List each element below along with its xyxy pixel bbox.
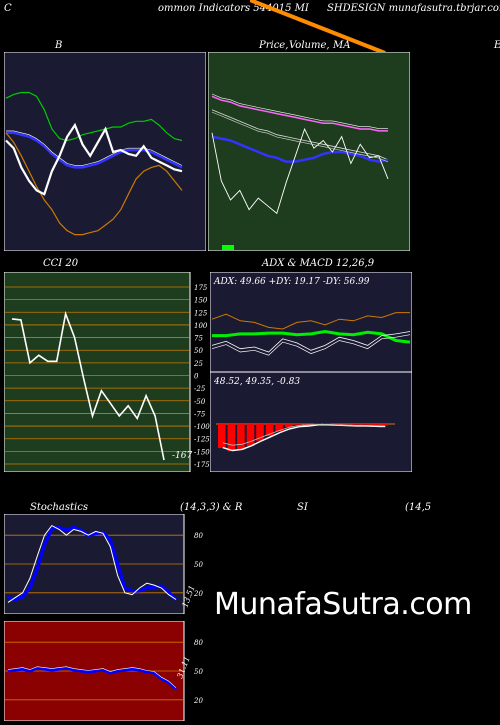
rsi-tick-label: 50: [194, 668, 203, 676]
cci-tick-label: 150: [194, 297, 208, 305]
ma-blue-line: [211, 135, 389, 163]
cci-title: CCI 20: [43, 258, 79, 269]
macd-hist-bar: [342, 424, 350, 425]
rsi-line-edge: [7, 666, 177, 689]
macd-hist-bar: [351, 424, 360, 425]
cci-tick-label: -175: [194, 461, 210, 469]
cci-tick-label: -125: [194, 436, 210, 444]
price-ma-overflow-line: [250, 0, 386, 55]
price-plot-area: [208, 52, 410, 251]
cci-tick-label: 125: [194, 309, 208, 317]
cci-tick-label: -150: [194, 448, 210, 456]
adx-plot-area: [210, 272, 412, 372]
macd-hist-bar: [380, 424, 388, 426]
rsi-tick-label: 80: [194, 639, 203, 647]
macd-hist-bar: [294, 424, 302, 425]
price-title-b: Volume,: [289, 40, 330, 51]
signal-line: [222, 424, 386, 446]
macd-hist-bar: [323, 423, 331, 425]
minus-dy-line: [211, 312, 410, 330]
watermark: MunafaSutra.com: [214, 587, 472, 622]
cci-panel: 175 150 125 100 75 50 25 0 -25 -50 -75 -100 -125 -150…: [4, 272, 210, 472]
adx-readout: ADX: 49.66 +DY: 19.17 -DY: 56.99: [213, 277, 370, 287]
middle-band-edge: [6, 130, 183, 166]
lower-band-line: [5, 132, 183, 236]
rsi-tick-label: 20: [193, 697, 203, 705]
stoch-title-d: (14,5: [405, 502, 432, 513]
macd-readout: 48.52, 49.35, -0.83: [213, 377, 300, 387]
cci-tick-label: 100: [194, 322, 208, 330]
cci-last-label: -167: [172, 451, 192, 461]
price-panel: [208, 52, 410, 251]
ma-pink-edge: [211, 93, 388, 129]
ma-grey-line-2: [211, 111, 389, 163]
bollinger-plot-area: [4, 52, 206, 251]
price-edge-letter: E: [494, 40, 500, 51]
price-title-c: MA: [333, 40, 351, 51]
macd-hist-bar: [246, 424, 255, 446]
macd-hist-bar: [361, 424, 369, 425]
middle-band-line: [6, 131, 183, 169]
price-title-a: Price,: [259, 40, 289, 51]
cci-tick-label: 175: [194, 284, 208, 292]
bollinger-title: B: [55, 40, 63, 51]
macd-plot-area: [210, 372, 412, 472]
macd-hist-bar: [370, 424, 379, 426]
cci-tick-label: 50: [194, 347, 203, 355]
adx-line: [212, 329, 411, 344]
macd-hist-bar: [304, 424, 312, 425]
cci-tick-label: -25: [194, 385, 206, 393]
header-left: C: [4, 3, 12, 14]
macd-panel: 48.52, 49.35, -0.83: [210, 372, 412, 472]
stoch-tick-label: 50: [194, 561, 203, 569]
cci-tick-label: 25: [193, 360, 203, 368]
macd-hist-bar: [237, 424, 245, 450]
cci-line: [11, 310, 165, 461]
adx-title: ADX & MACD 12,26,9: [262, 258, 375, 269]
macd-hist-bar: [284, 424, 293, 428]
macd-hist-bar: [313, 423, 322, 425]
stoch-title-a: Stochastics: [30, 502, 88, 513]
plus-dy-line: [211, 331, 411, 353]
macd-hist-bar: [332, 424, 341, 425]
rsi-line: [7, 666, 178, 691]
macd-line: [222, 424, 386, 452]
macd-hist-bar: [218, 424, 226, 448]
upper-band-line: [5, 91, 183, 142]
stoch-tick-label: 80: [194, 532, 203, 540]
stoch-d-line: [7, 524, 177, 603]
macd-hist-bar: [275, 424, 283, 432]
close-line: [211, 127, 389, 215]
header-site: SHDESIGN munafasutra.tbrjar.com: [327, 3, 500, 14]
stoch-title-c: SI: [297, 502, 308, 513]
cci-tick-label: 75: [194, 335, 203, 343]
cci-tick-label: -100: [194, 423, 210, 431]
cci-plot-area: [4, 272, 191, 472]
stoch-k-line: [7, 525, 178, 602]
bollinger-panel: [4, 52, 206, 251]
ma-grey-line: [211, 109, 389, 161]
macd-hist-bar: [265, 424, 274, 436]
stoch-tick-label: 20: [193, 590, 203, 598]
header-title: ommon Indicators 544015 MI: [158, 3, 309, 14]
stoch-title-b: (14,3,3) & R: [180, 502, 243, 513]
macd-hist-bar: [227, 424, 236, 452]
plus-dy-line-2: [211, 334, 411, 356]
cci-tick-label: -50: [194, 398, 206, 406]
volume-bar: [222, 245, 234, 250]
adx-panel: ADX: 49.66 +DY: 19.17 -DY: 56.99: [210, 272, 412, 372]
cci-tick-label: -75: [194, 410, 206, 418]
price-line: [5, 122, 183, 196]
ma-pink-line: [211, 95, 388, 132]
macd-hist-bar: [256, 424, 264, 441]
cci-tick-label: 0: [194, 373, 199, 381]
